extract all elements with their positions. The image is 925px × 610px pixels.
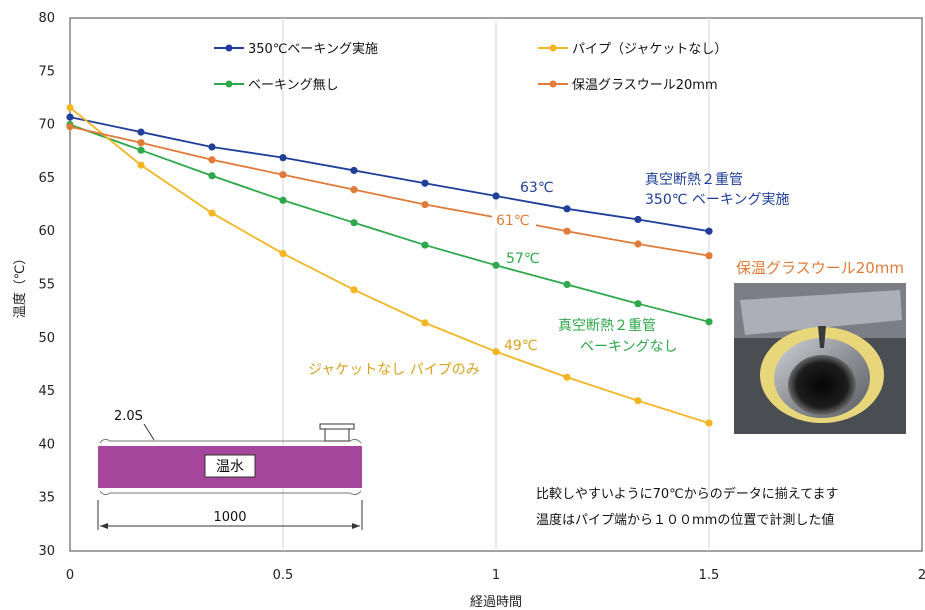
data-point	[66, 103, 74, 112]
data-point	[634, 240, 642, 248]
x-tick-label: 1	[492, 568, 500, 583]
data-point	[563, 227, 571, 235]
data-point	[492, 192, 500, 200]
y-tick-label: 60	[38, 224, 55, 239]
label-nobake-line2: ベーキングなし	[580, 339, 678, 355]
data-point	[208, 143, 216, 151]
pipe-diagram: 温水 2.0S 1000	[97, 409, 363, 530]
data-point	[563, 280, 571, 289]
data-point	[421, 179, 429, 187]
y-tick-label: 70	[38, 118, 55, 133]
data-point	[137, 128, 145, 136]
label-baking-line2: 350℃ ベーキング実施	[645, 192, 789, 208]
legend-item-baking: 350℃ベーキング実施	[214, 41, 378, 57]
note-line-2: 温度はパイプ端から１００mmの位置で計測した値	[536, 512, 834, 528]
x-tick-label: 0.5	[273, 568, 294, 583]
y-tick-label: 35	[38, 491, 55, 506]
legend: 350℃ベーキング実施 ベーキング無し パイプ（ジャケットなし） 保温グラスウー…	[214, 41, 727, 93]
y-tick-label: 50	[38, 331, 55, 346]
data-point	[705, 227, 713, 235]
data-point	[634, 215, 642, 224]
y-tick-label: 80	[38, 11, 55, 26]
y-tick-label: 45	[38, 384, 55, 399]
data-point	[421, 241, 429, 249]
x-axis-title: 経過時間	[470, 595, 522, 610]
annotation-63: 63℃	[520, 180, 554, 196]
x-axis-ticks: 0 0.5 1 1.5 2	[66, 568, 925, 583]
data-point	[279, 154, 287, 162]
label-nobake-line1: 真空断熱２重管	[558, 318, 656, 334]
series-layer	[66, 103, 713, 427]
data-point	[208, 156, 216, 164]
data-point	[279, 249, 287, 258]
y-tick-label: 75	[38, 64, 55, 79]
data-point	[634, 397, 642, 405]
data-point	[279, 196, 287, 204]
y-tick-label: 55	[38, 278, 55, 293]
x-tick-label: 2	[918, 568, 925, 583]
data-point	[634, 300, 642, 308]
pipe-photo	[734, 283, 906, 434]
data-point	[705, 318, 713, 326]
svg-text:350℃ベーキング実施: 350℃ベーキング実施	[248, 41, 378, 57]
series-2	[66, 103, 713, 427]
y-tick-label: 30	[38, 544, 55, 559]
y-axis-title: 温度（℃）	[12, 252, 28, 319]
x-tick-label: 0	[66, 568, 74, 583]
label-glasswool: 保温グラスウール20mm	[736, 259, 904, 277]
annotation-57: 57℃	[506, 251, 540, 267]
data-point	[350, 219, 358, 227]
data-point	[137, 146, 145, 154]
note-line-1: 比較しやすいように70℃からのデータに揃えてます	[536, 486, 838, 502]
data-point	[705, 252, 713, 260]
data-point	[350, 166, 358, 175]
series-0	[66, 113, 713, 235]
data-point	[137, 161, 145, 169]
data-point	[279, 171, 287, 179]
annotation-49: 49℃	[504, 338, 538, 354]
label-baking-line1: 真空断熱２重管	[645, 172, 743, 188]
data-point	[350, 186, 358, 194]
legend-item-glasswool: 保温グラスウール20mm	[538, 78, 718, 93]
series-line	[69, 123, 710, 323]
data-point	[66, 123, 74, 131]
data-point	[492, 261, 500, 269]
data-point	[492, 348, 500, 356]
pipe-fluid-label: 温水	[216, 459, 244, 475]
series-line	[69, 125, 710, 257]
data-point	[421, 319, 429, 327]
y-tick-label: 40	[38, 437, 55, 452]
data-point	[208, 209, 216, 217]
legend-item-pipe: パイプ（ジャケットなし）	[538, 42, 727, 57]
y-axis-ticks: 30 35 40 45 50 55 60 65 70 75 80	[38, 11, 55, 559]
svg-text:パイプ（ジャケットなし）: パイプ（ジャケットなし）	[572, 42, 727, 57]
y-tick-label: 65	[38, 171, 55, 186]
svg-text:ベーキング無し: ベーキング無し	[248, 78, 339, 93]
data-point	[563, 373, 571, 381]
data-point	[563, 205, 571, 213]
pipe-length-label: 1000	[213, 510, 246, 525]
data-point	[421, 200, 429, 209]
data-point	[705, 419, 713, 427]
x-tick-label: 1.5	[699, 568, 720, 583]
legend-item-nobake: ベーキング無し	[214, 78, 339, 93]
data-point	[137, 139, 145, 147]
series-line	[69, 106, 710, 424]
label-pipe-only: ジャケットなし パイプのみ	[308, 362, 480, 378]
data-point	[350, 286, 358, 294]
data-point	[208, 172, 216, 180]
annotation-61: 61℃	[496, 213, 530, 229]
data-point	[66, 113, 74, 121]
pipe-thickness-label: 2.0S	[114, 409, 143, 424]
svg-text:保温グラスウール20mm: 保温グラスウール20mm	[572, 78, 718, 93]
series-line	[69, 116, 710, 233]
series-3	[66, 123, 713, 260]
